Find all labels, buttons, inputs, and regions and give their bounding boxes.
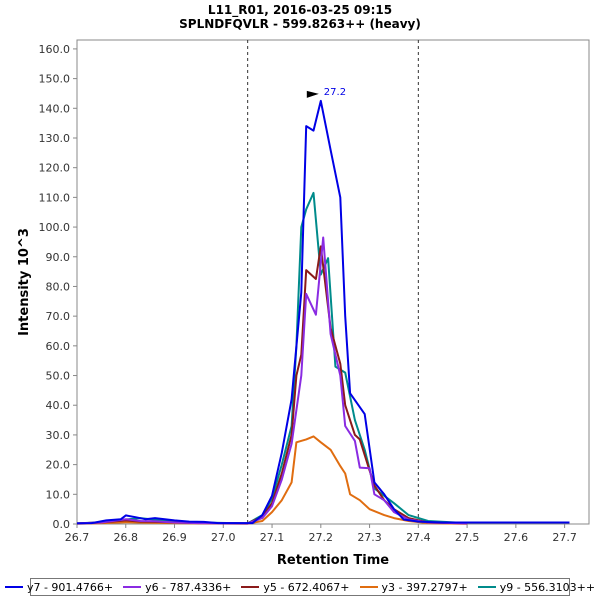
series-line-y7 <box>76 99 570 525</box>
x-tick-label: 27.0 <box>211 531 236 544</box>
legend-swatch <box>241 586 260 588</box>
legend-label: y3 - 397.2797+ <box>381 580 468 594</box>
y-tick-label: 100.0 <box>39 221 71 234</box>
y-tick-label: 50.0 <box>46 370 71 383</box>
series-line-y6 <box>76 236 468 525</box>
peak-label: 27.2 <box>324 87 346 98</box>
x-tick-label: 27.2 <box>309 531 334 544</box>
x-tick-label: 27.4 <box>406 531 431 544</box>
y-tick-label: 70.0 <box>46 310 71 323</box>
legend-item: y7 - 901.4766+ <box>4 580 114 594</box>
y-tick-label: 80.0 <box>46 280 71 293</box>
x-tick-label: 27.1 <box>260 531 285 544</box>
legend-swatch <box>4 586 23 588</box>
legend-swatch <box>359 586 378 588</box>
y-tick-label: 160.0 <box>39 43 71 56</box>
y-tick-label: 120.0 <box>39 162 71 175</box>
legend-swatch <box>477 586 496 588</box>
x-tick-label: 26.8 <box>114 531 139 544</box>
peak-marker-arrow <box>306 90 319 98</box>
chart-title: L11_R01, 2016-03-25 09:15 <box>207 3 393 17</box>
legend-swatch <box>123 586 142 588</box>
y-tick-label: 0.0 <box>53 518 71 531</box>
legend-item: y9 - 556.3103++ <box>477 580 596 594</box>
x-tick-label: 26.7 <box>65 531 90 544</box>
legend-label: y5 - 672.4067+ <box>263 580 350 594</box>
y-tick-label: 140.0 <box>39 102 71 115</box>
y-axis-label: Intensity 10^3 <box>17 228 32 336</box>
legend-item: y3 - 397.2797+ <box>359 580 468 594</box>
plot-area <box>76 39 590 525</box>
legend-label: y9 - 556.3103++ <box>499 580 596 594</box>
y-tick-label: 40.0 <box>46 399 71 412</box>
y-tick-label: 10.0 <box>46 488 71 501</box>
y-tick-label: 60.0 <box>46 340 71 353</box>
x-tick-label: 27.7 <box>552 531 577 544</box>
legend-item: y6 - 787.4336+ <box>123 581 231 594</box>
x-tick-label: 27.6 <box>504 531 529 544</box>
y-tick-label: 110.0 <box>39 191 71 204</box>
chart-subtitle: SPLNDFQVLR - 599.8263++ (heavy) <box>179 17 421 31</box>
x-axis-label: Retention Time <box>277 553 389 568</box>
y-tick-label: 150.0 <box>39 73 71 86</box>
y-tick-label: 90.0 <box>46 251 71 264</box>
y-tick-label: 30.0 <box>46 429 71 442</box>
x-tick-label: 26.9 <box>162 531 187 544</box>
chart-legend: y7 - 901.4766+ y6 - 787.4336+ y5 - 672.406… <box>4 578 595 596</box>
legend-label: y7 - 901.4766+ <box>26 580 114 594</box>
y-tick-label: 130.0 <box>39 132 71 145</box>
x-tick-label: 27.5 <box>455 531 480 544</box>
x-tick-label: 27.3 <box>357 531 382 544</box>
legend-item: y5 - 672.4067+ <box>241 580 350 594</box>
y-tick-label: 20.0 <box>46 459 71 472</box>
legend-label: y6 - 787.4336+ <box>145 580 232 594</box>
